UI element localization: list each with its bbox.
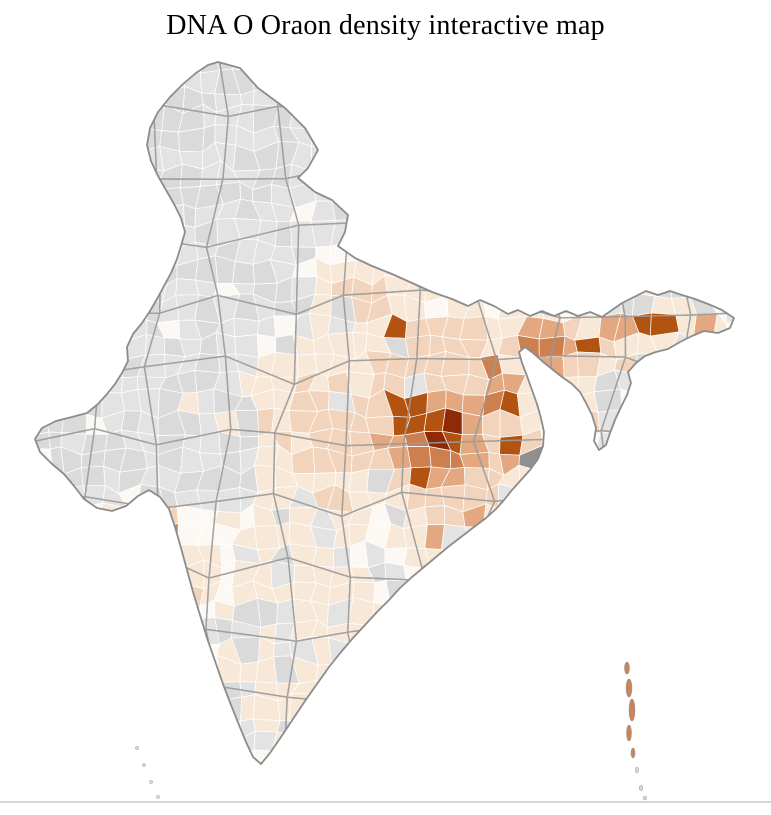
district[interactable] <box>250 70 276 91</box>
district[interactable] <box>405 580 433 603</box>
andaman-island[interactable] <box>630 747 636 759</box>
district[interactable] <box>288 720 319 736</box>
district[interactable] <box>312 546 334 568</box>
district[interactable] <box>403 565 432 587</box>
district[interactable] <box>232 261 255 285</box>
district[interactable] <box>538 335 566 358</box>
district[interactable] <box>195 643 220 658</box>
district[interactable] <box>274 220 293 248</box>
district[interactable] <box>125 297 148 321</box>
district[interactable] <box>692 312 718 342</box>
district[interactable] <box>178 605 201 623</box>
district[interactable] <box>428 446 452 470</box>
islands-layer <box>135 661 647 801</box>
district[interactable] <box>176 52 202 74</box>
district[interactable] <box>140 256 167 286</box>
district[interactable] <box>461 412 484 435</box>
andaman-island[interactable] <box>628 698 636 722</box>
district[interactable] <box>80 465 106 487</box>
district[interactable] <box>23 448 53 475</box>
andaman-island[interactable] <box>625 678 633 698</box>
district[interactable] <box>254 525 280 551</box>
district[interactable] <box>353 239 376 261</box>
nicobar-island[interactable] <box>635 766 639 774</box>
district[interactable] <box>233 317 260 338</box>
page-title: DNA O Oraon density interactive map <box>166 10 605 41</box>
district[interactable] <box>183 204 196 228</box>
district[interactable] <box>257 597 279 628</box>
district[interactable] <box>441 546 471 570</box>
bottom-divider <box>0 801 771 803</box>
district[interactable] <box>196 388 215 415</box>
district[interactable] <box>84 502 104 530</box>
lakshadweep-island[interactable] <box>142 763 146 767</box>
district[interactable] <box>271 407 292 433</box>
district[interactable] <box>498 483 523 514</box>
district[interactable] <box>497 295 528 320</box>
district[interactable] <box>232 57 259 71</box>
district[interactable] <box>347 622 374 645</box>
district[interactable] <box>441 407 463 435</box>
district[interactable] <box>162 522 179 546</box>
districts-layer <box>23 49 753 778</box>
andaman-island[interactable] <box>624 661 630 675</box>
district[interactable] <box>483 503 506 528</box>
district[interactable] <box>311 145 332 172</box>
district[interactable] <box>348 468 370 493</box>
district[interactable] <box>239 694 256 722</box>
district[interactable] <box>459 451 490 469</box>
andaman-island[interactable] <box>626 724 632 742</box>
district[interactable] <box>499 434 524 456</box>
india-outline <box>34 61 735 765</box>
nicobar-island[interactable] <box>639 785 643 791</box>
district[interactable] <box>178 127 205 153</box>
district[interactable] <box>633 353 659 374</box>
district[interactable] <box>200 49 221 74</box>
district[interactable] <box>406 446 432 469</box>
district[interactable] <box>85 391 103 419</box>
district[interactable] <box>273 641 292 658</box>
district[interactable] <box>212 696 243 722</box>
district[interactable] <box>424 505 445 525</box>
district[interactable] <box>725 318 753 342</box>
district[interactable] <box>252 87 280 107</box>
district[interactable] <box>541 377 565 400</box>
district[interactable] <box>100 356 124 379</box>
district[interactable] <box>464 526 485 548</box>
district[interactable] <box>48 431 63 450</box>
district[interactable] <box>311 128 329 150</box>
lakshadweep-island[interactable] <box>135 746 139 750</box>
district[interactable] <box>175 278 200 296</box>
district[interactable] <box>384 562 407 581</box>
district[interactable] <box>424 524 445 550</box>
district[interactable] <box>253 749 276 778</box>
nicobar-island[interactable] <box>643 795 647 801</box>
district[interactable] <box>63 388 88 415</box>
district[interactable] <box>234 334 260 358</box>
lakshadweep-island[interactable] <box>156 795 160 799</box>
district[interactable] <box>331 182 355 203</box>
district[interactable] <box>574 336 602 354</box>
district[interactable] <box>195 655 220 683</box>
district[interactable] <box>252 718 281 733</box>
lakshadweep-island[interactable] <box>149 780 153 784</box>
district[interactable] <box>725 299 750 324</box>
